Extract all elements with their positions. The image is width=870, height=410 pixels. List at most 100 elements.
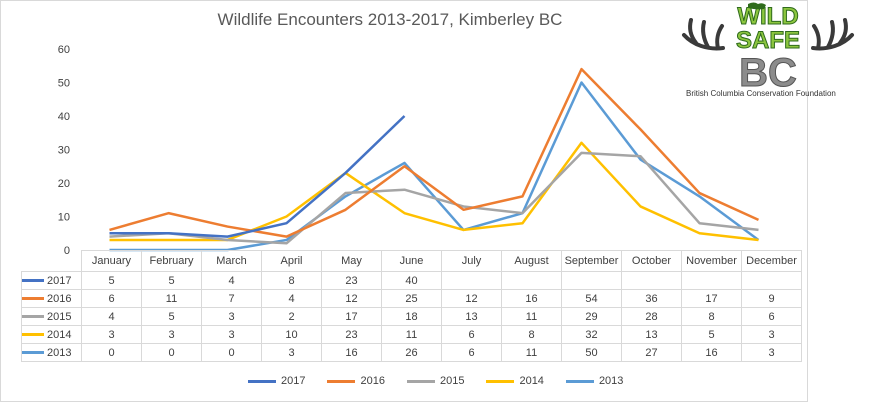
legend-item-2016: 2016 [327,375,385,387]
table-cell: 6 [441,343,502,362]
table-cell: 12 [321,289,382,308]
category-label: July [441,250,502,272]
table-cell: 23 [321,325,382,344]
series-name-label: 2016 [47,292,72,305]
table-cell: 8 [501,325,562,344]
table-cell: 29 [561,307,622,326]
table-cell: 0 [81,343,142,362]
series-name-label: 2017 [47,274,72,287]
category-label: November [681,250,742,272]
table-cell: 25 [381,289,442,308]
category-label: March [201,250,262,272]
table-cell: 23 [321,271,382,290]
legend-item-2013: 2013 [565,375,624,387]
category-label: December [741,250,802,272]
table-cell: 3 [741,343,802,362]
table-cell: 16 [501,289,562,308]
category-label: June [381,250,442,272]
table-cell: 40 [381,271,442,290]
table-row: 2015 4 5 3 2 17 18 13 11 29 28 8 6 [21,307,802,326]
series-line-2013 [109,81,760,252]
wildsafebc-logo: WILD SAFE BC [682,2,854,96]
table-cell: 36 [621,289,682,308]
legend-label: 2013 [598,375,624,387]
chart-frame [0,0,808,402]
table-cell: 17 [681,289,742,308]
legend-label: 2015 [439,375,465,387]
table-cell: 9 [741,289,802,308]
table-cell: 6 [741,307,802,326]
series-line-2016 [109,67,760,238]
legend-swatch-icon [565,379,594,383]
series-line-2017 [109,115,406,238]
table-cell: 0 [141,343,202,362]
legend-item-2017: 2017 [248,375,305,387]
table-cell: 3 [81,325,142,344]
table-cell: 3 [261,343,322,362]
table-row: 2016 6 11 7 4 12 25 12 16 54 36 17 9 [21,289,802,308]
legend-item-2015: 2015 [406,375,465,387]
legend-label: 2014 [519,375,544,387]
legend-swatch-icon [486,379,515,383]
table-cell: 54 [561,289,622,308]
table-cell: 5 [141,271,202,290]
table-cell: 0 [201,343,262,362]
table-cell: 11 [141,289,202,308]
table-cell: 3 [201,325,262,344]
legend-item-2014: 2014 [486,375,544,387]
table-cell: 7 [201,289,262,308]
table-cell [681,271,742,290]
table-cell: 5 [681,325,742,344]
table-cell: 28 [621,307,682,326]
legend-swatch-icon [327,379,356,383]
legend-label: 2017 [281,375,306,387]
table-cell: 32 [561,325,622,344]
table-cell: 4 [81,307,142,326]
animal-silhouette-icon [748,2,766,10]
table-cell: 4 [261,289,322,308]
table-cell: 8 [261,271,322,290]
table-cell: 27 [621,343,682,362]
legend-key-icon [22,297,44,301]
logo-caption: British Columbia Conservation Foundation [686,89,836,98]
table-cell: 18 [381,307,442,326]
table-cell: 3 [201,307,262,326]
legend-key-icon [22,351,44,355]
chart-title: Wildlife Encounters 2013-2017, Kimberley… [217,10,563,29]
logo-word-wild: WILD [737,3,798,30]
legend-key-icon [22,333,44,337]
table-row: 2014 3 3 3 10 23 11 6 8 32 13 5 3 [21,325,802,344]
legend-swatch-icon [406,379,435,383]
table-row: 2017 5 5 4 8 23 40 [21,271,802,290]
y-tick-label: 60 [58,44,70,56]
table-cell: 11 [501,307,562,326]
table-cell: 50 [561,343,622,362]
data-table: January February March April May June July Augu… [21,250,802,362]
table-cell: 5 [81,271,142,290]
table-cell [441,271,502,290]
logo-word-safe: SAFE [736,27,800,54]
table-cell [741,271,802,290]
table-cell: 16 [321,343,382,362]
table-cell: 2 [261,307,322,326]
table-cell: 13 [441,307,502,326]
series-line-2014 [109,141,759,242]
table-cell: 5 [141,307,202,326]
series-name-label: 2015 [47,310,72,323]
table-cell: 4 [201,271,262,290]
table-cell: 10 [261,325,322,344]
table-cell: 11 [501,343,562,362]
table-cell: 16 [681,343,742,362]
y-tick-label: 10 [58,212,70,224]
table-cell [561,271,622,290]
y-tick-label: 20 [58,178,70,190]
table-row: 2013 0 0 0 3 16 26 6 11 50 27 16 3 [21,343,802,362]
legend-key-icon [22,315,44,319]
y-tick-label: 40 [58,111,70,123]
table-cell: 3 [741,325,802,344]
table-corner [21,250,82,272]
table-cell: 11 [381,325,442,344]
table-cell: 26 [381,343,442,362]
category-label: September [561,250,622,272]
series-name-label: 2013 [47,346,72,359]
